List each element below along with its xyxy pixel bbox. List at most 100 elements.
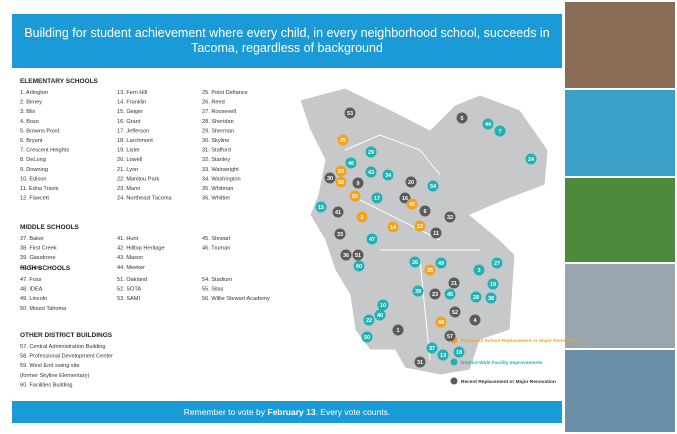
school-item: 26. Reed: [202, 100, 225, 106]
map-marker: [445, 331, 456, 342]
map-marker-label: 46: [348, 161, 354, 167]
map-marker-label: 4: [473, 318, 477, 324]
school-item: 2. Birney: [20, 100, 42, 106]
school-item: 14. Franklin: [117, 100, 146, 106]
legend-label: Recent Replacement or Major Renovation: [461, 379, 556, 385]
school-item: 59. West End swing site: [20, 363, 80, 369]
school-item: 31. Stafford: [202, 148, 231, 154]
school-item: 10. Edison: [20, 176, 46, 182]
legend-label: Proposed School Replacement or Major Ren…: [461, 338, 579, 344]
school-item: 51. Oakland: [117, 277, 147, 283]
map-marker-label: 53: [347, 111, 353, 117]
map-marker: [407, 199, 418, 210]
school-item: 7. Crescent Heights: [20, 148, 69, 154]
map-marker-label: 39: [415, 289, 421, 295]
map-marker: [316, 202, 327, 213]
map-marker-label: 24: [528, 157, 535, 163]
map-marker-label: 28: [473, 295, 479, 301]
banner: Building for student achievement where e…: [12, 14, 562, 68]
map-marker: [366, 167, 377, 178]
map-marker: [335, 229, 346, 240]
map-marker-label: 13: [440, 353, 446, 359]
map-marker: [354, 261, 365, 272]
school-item: 49. Lincoln: [20, 296, 47, 302]
map-marker-label: 11: [433, 231, 439, 237]
map-marker: [366, 147, 377, 158]
map-marker-label: 57: [447, 334, 453, 340]
map-marker: [445, 289, 456, 300]
map-marker: [495, 126, 506, 137]
school-item: 11. Edna Travis: [20, 186, 59, 192]
school-item: 24. Northeast Tacoma: [117, 196, 173, 202]
school-item: 44. Meeker: [117, 265, 145, 271]
section-heading: MIDDLE SCHOOLS: [20, 224, 80, 231]
map-marker-label: 19: [490, 282, 496, 288]
school-item: 40. Gray: [20, 265, 42, 271]
map-marker: [445, 212, 456, 223]
map-marker: [415, 357, 426, 368]
school-item: 9. Downing: [20, 167, 48, 173]
school-item: 33. Wainwright: [202, 167, 239, 173]
map-marker-label: 1: [396, 328, 399, 334]
map-marker: [449, 278, 460, 289]
map-marker: [341, 250, 352, 261]
map-marker: [450, 307, 461, 318]
map-marker-label: 5: [460, 116, 463, 122]
map-marker: [526, 154, 537, 165]
map-marker-label: 7: [498, 129, 501, 135]
school-item: 22. Manitou Park: [117, 176, 159, 182]
map-marker-label: 34: [385, 173, 392, 179]
school-item: 3. Blix: [20, 109, 35, 115]
school-item: 16. Grant: [117, 119, 141, 125]
map-marker: [427, 343, 438, 354]
map-marker-label: 29: [368, 150, 374, 156]
school-item: 13. Fern Hill: [117, 90, 147, 96]
footer-date: February 13: [267, 407, 315, 417]
map-marker: [346, 158, 357, 169]
map-marker-label: 42: [409, 202, 415, 208]
photo-strip: [565, 2, 675, 432]
map-marker: [338, 135, 349, 146]
map-marker-label: 15: [318, 205, 324, 211]
school-item: 47. Foss: [20, 277, 42, 283]
school-item: 55. Silas: [202, 287, 224, 293]
map-marker: [413, 286, 424, 297]
map-marker-label: 49: [438, 261, 444, 267]
map-marker-label: 30: [327, 176, 333, 182]
school-item: 34. Washington: [202, 176, 241, 182]
map-marker: [492, 258, 503, 269]
map-marker: [438, 350, 449, 361]
map-marker-label: 26: [412, 260, 418, 266]
map-marker-label: 3: [477, 268, 480, 274]
map-marker: [488, 279, 499, 290]
map-marker: [428, 181, 439, 192]
footer: Remember to vote by February 13. Every v…: [12, 401, 562, 423]
map-marker: [378, 300, 389, 311]
school-item: 1. Arlington: [20, 90, 48, 96]
footer-text: Remember to vote by: [184, 407, 268, 417]
map-marker-label: 10: [380, 303, 386, 309]
school-item: 54. Stadium: [202, 277, 232, 283]
map-marker: [375, 310, 386, 321]
school-item: 39. Giaudrone: [20, 255, 55, 261]
school-item: 48. IDEA: [20, 287, 43, 293]
map-marker-label: 38: [488, 296, 494, 302]
map-marker-label: 6: [423, 209, 426, 215]
school-item: 58. Professional Development Center: [20, 354, 113, 360]
map-marker: [325, 173, 336, 184]
school-item: 52. SOTA: [117, 287, 141, 293]
map-marker: [333, 207, 344, 218]
map-marker: [436, 317, 447, 328]
school-item: 23. Mann: [117, 186, 140, 192]
map-marker: [336, 177, 347, 188]
content-area: [12, 68, 562, 401]
school-item: 15. Geiger: [117, 109, 143, 115]
map-marker: [388, 222, 399, 233]
section-heading: ELEMENTARY SCHOOLS: [20, 78, 99, 85]
map-marker-label: 14: [390, 225, 397, 231]
map-marker: [372, 193, 383, 204]
map-marker-label: 12: [417, 224, 423, 230]
map-marker-label: 25: [340, 138, 346, 144]
school-item: 45. Stewart: [202, 236, 231, 242]
map-marker-label: 18: [456, 350, 462, 356]
